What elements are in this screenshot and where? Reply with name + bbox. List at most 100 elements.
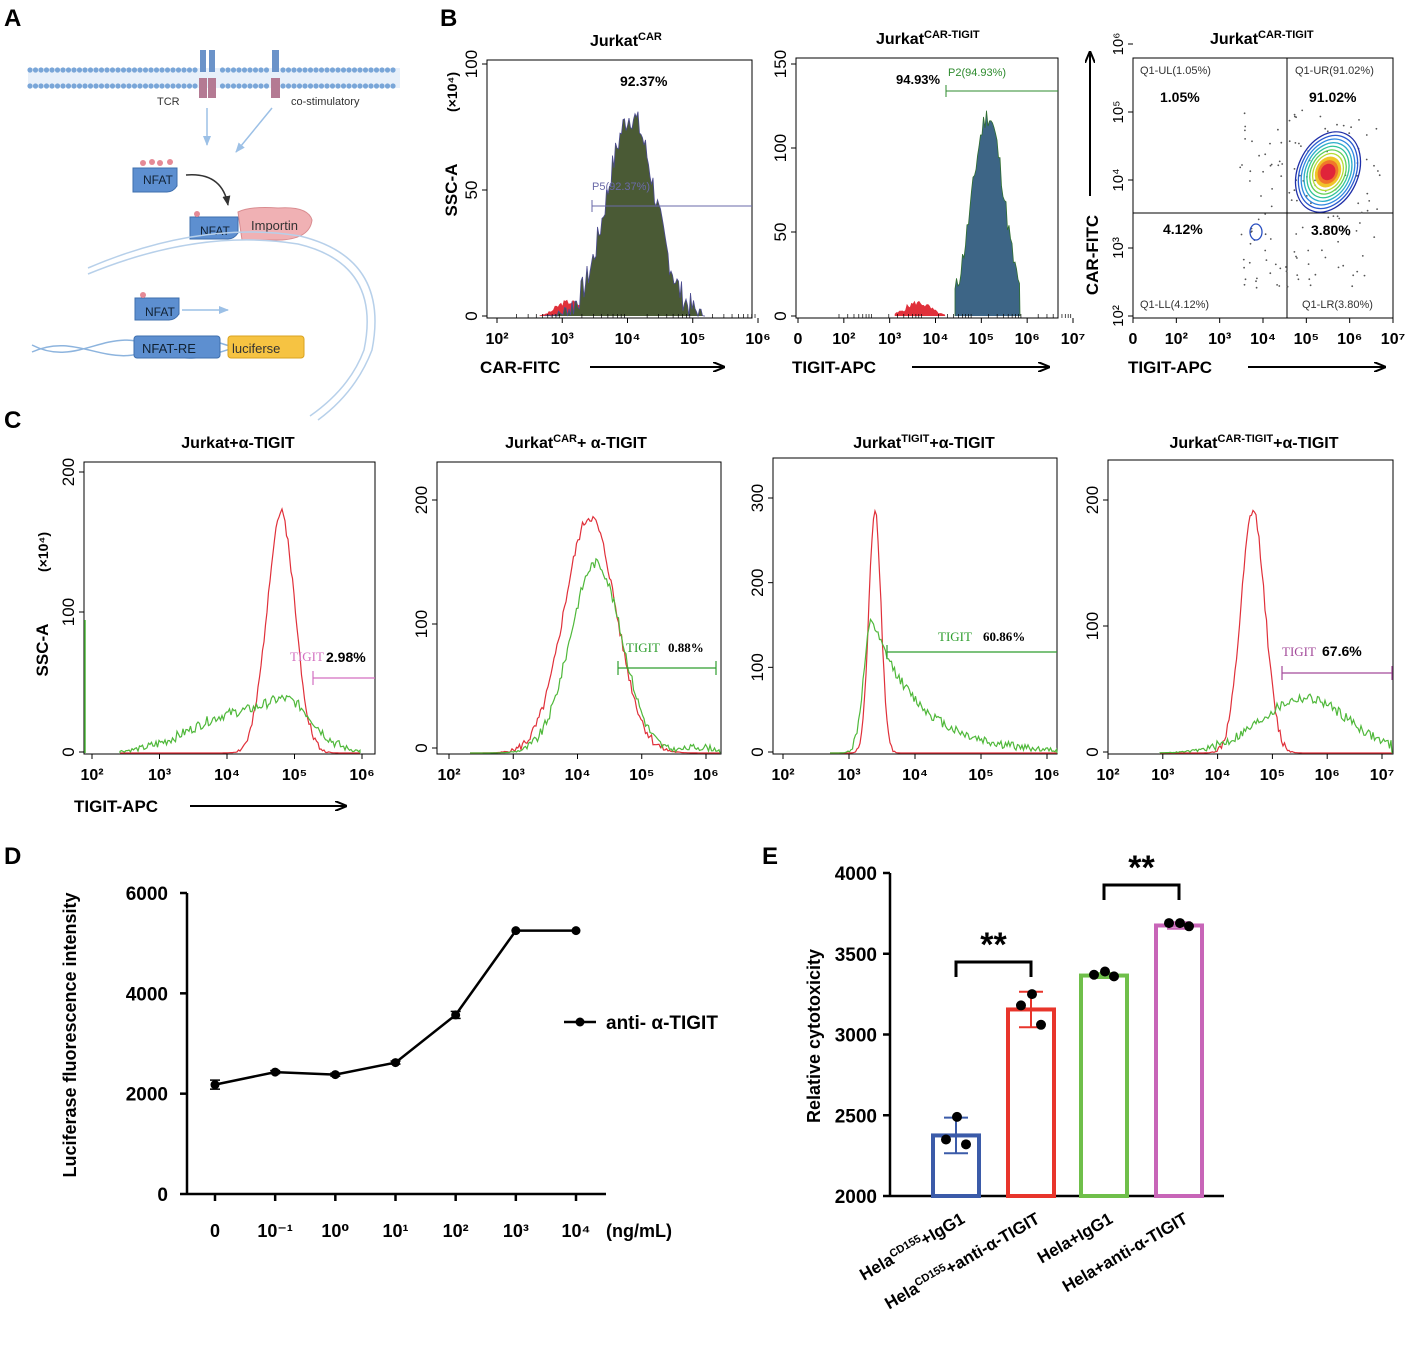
panel-d-line-chart: 0 2000 4000 6000 0 10⁻¹ 10⁰ 10¹ 10² 10³ 10⁴ Lucife… (60, 884, 718, 1241)
panel-label-b: B (440, 5, 457, 32)
b3-ytick: 10³ (1110, 237, 1127, 259)
d-xtick: 10¹ (382, 1221, 408, 1241)
svg-text:Importin: Importin (251, 218, 298, 233)
c-ylabel: SSC-A (33, 624, 52, 677)
e-data-point (1036, 1019, 1046, 1030)
b2-xtick: 10⁴ (923, 331, 949, 348)
c2-ytick: 0 (412, 743, 431, 752)
e-ytick: 3000 (835, 1026, 877, 1047)
d-ytick: 6000 (126, 884, 168, 905)
b3-lr: 3.80% (1311, 222, 1351, 238)
b3-ytick: 10⁴ (1110, 168, 1127, 191)
c3-xtick: 10⁴ (902, 767, 928, 784)
c2-pct: 0.88% (668, 640, 704, 655)
e-ytick: 2000 (835, 1187, 877, 1208)
b2-pct: 94.93% (896, 72, 941, 87)
d-data-point (270, 1067, 280, 1077)
b1-pct: 92.37% (620, 73, 668, 89)
c1-ytick: 200 (59, 458, 78, 486)
costimulatory-receptor (272, 50, 279, 72)
d-ytick: 0 (157, 1185, 168, 1206)
d-xtick: 10² (443, 1221, 469, 1241)
c3hist-stain-curve (830, 617, 1058, 754)
b1-gate-label: P5(92.37%) (592, 181, 650, 193)
c2-ytick: 100 (412, 610, 431, 638)
b3-xtick: 10⁷ (1381, 331, 1405, 348)
c-xlabel: TIGIT-APC (74, 797, 158, 816)
b3-ytick: 10² (1110, 305, 1127, 327)
b1-frame (486, 59, 753, 319)
c3-frame (772, 457, 1058, 755)
d-data-point (571, 926, 581, 936)
c2-title: JurkatCAR+ α-TIGIT (505, 433, 647, 452)
e-xtick: Hela+anti-α-TIGIT (1059, 1209, 1191, 1296)
panel-c-histogram-3: JurkatTIGIT+α-TIGIT TIGIT 60.86% 0 100 200… (748, 433, 1060, 784)
b2-xtick: 10⁷ (1061, 331, 1085, 348)
panel-e-bar-chart: 20002500300035004000****HelaCD155+IgG1He… (804, 849, 1224, 1313)
c3-xtick: 10³ (837, 767, 860, 784)
svg-text:NFAT-RE: NFAT-RE (142, 341, 196, 356)
b2-xtick: 10² (832, 331, 855, 348)
b2-control-histogram (894, 300, 946, 317)
c2-xtick: 10² (437, 767, 460, 784)
costim-label: co-stimulatory (291, 96, 360, 108)
d-data-point (451, 1010, 461, 1020)
panel-b-contour-plot: JurkatCAR-TIGIT Q1-UL(1.05%) Q1-UR(91.02… (1083, 29, 1405, 377)
svg-text:NFAT: NFAT (143, 173, 173, 187)
panel-c-histogram-1: Jurkat+α-TIGIT TIGIT 2.98% 0 100 200 10² 10³… (33, 435, 376, 816)
panel-c-histogram-2: JurkatCAR+ α-TIGIT TIGIT 0.88% 0 100 200 10… (412, 433, 722, 784)
d-ytick: 2000 (126, 1085, 168, 1106)
panel-a-diagram: TCR co-stimulatory NFAT NFAT Importin NF… (27, 50, 400, 421)
d-xtick: 0 (210, 1221, 220, 1241)
b3-q-ul: Q1-UL(1.05%) (1140, 65, 1211, 77)
b1-xtick: 10⁵ (680, 331, 705, 348)
c1-ytick: 100 (59, 598, 78, 626)
d-legend-marker (575, 1017, 585, 1027)
svg-text:TIGIT: TIGIT (290, 649, 324, 664)
b1-xtick: 10³ (551, 331, 574, 348)
c3-xtick: 10² (771, 767, 794, 784)
svg-text:luciferse: luciferse (232, 341, 280, 356)
b3-ylabel: CAR-FITC (1083, 215, 1102, 295)
svg-text:NFAT: NFAT (145, 305, 175, 319)
panel-label-d: D (4, 843, 21, 870)
d-data-point (210, 1080, 220, 1090)
c-yunit: (×10⁴) (35, 532, 51, 572)
nuclear-membrane (87, 231, 376, 421)
e-bar (1006, 1007, 1056, 1199)
tcr-label: TCR (157, 96, 180, 108)
tcr-receptor (200, 50, 206, 72)
b2-xlabel: TIGIT-APC (792, 358, 876, 377)
c4-ytick: 0 (1083, 747, 1102, 756)
e-bar (1154, 923, 1204, 1198)
svg-text:TIGIT: TIGIT (1282, 644, 1316, 659)
panel-b-histogram-car-tigit: JurkatCAR-TIGIT P2(94.93%) 94.93% 0 50 100… (771, 29, 1085, 377)
e-ytick: 3500 (835, 945, 877, 966)
b2-xtick: 10⁵ (969, 331, 994, 348)
d-data-point (391, 1058, 400, 1068)
e-ylabel: Relative cytotoxicity (804, 949, 824, 1123)
c4-xtick: 10⁶ (1315, 767, 1340, 784)
c2-xtick: 10⁵ (629, 767, 654, 784)
c1-frame (83, 461, 376, 755)
e-ytick: 2500 (835, 1106, 877, 1127)
d-xtick: 10⁴ (562, 1221, 591, 1241)
b1-xlabel: CAR-FITC (480, 358, 560, 377)
c1-xtick: 10³ (148, 767, 171, 784)
c1hist-control-curve (120, 507, 360, 754)
svg-text:NFAT: NFAT (200, 224, 230, 238)
c3-ytick: 300 (748, 484, 767, 512)
e-data-point (1164, 918, 1174, 929)
c1-xtick: 10⁵ (282, 767, 307, 784)
e-significance-bracket (1102, 883, 1181, 900)
e-data-point (1100, 966, 1110, 977)
c2-ytick: 200 (412, 486, 431, 514)
c4-pct: 67.6% (1322, 643, 1362, 659)
d-xtick: 10⁰ (321, 1221, 349, 1241)
b2-ytick: 50 (771, 223, 790, 242)
c3-title: JurkatTIGIT+α-TIGIT (853, 433, 995, 452)
c1-pct: 2.98% (326, 649, 366, 665)
b2-ytick: 100 (771, 134, 790, 162)
c1hist-stain-curve (119, 694, 361, 753)
b3-ul: 1.05% (1160, 89, 1200, 105)
